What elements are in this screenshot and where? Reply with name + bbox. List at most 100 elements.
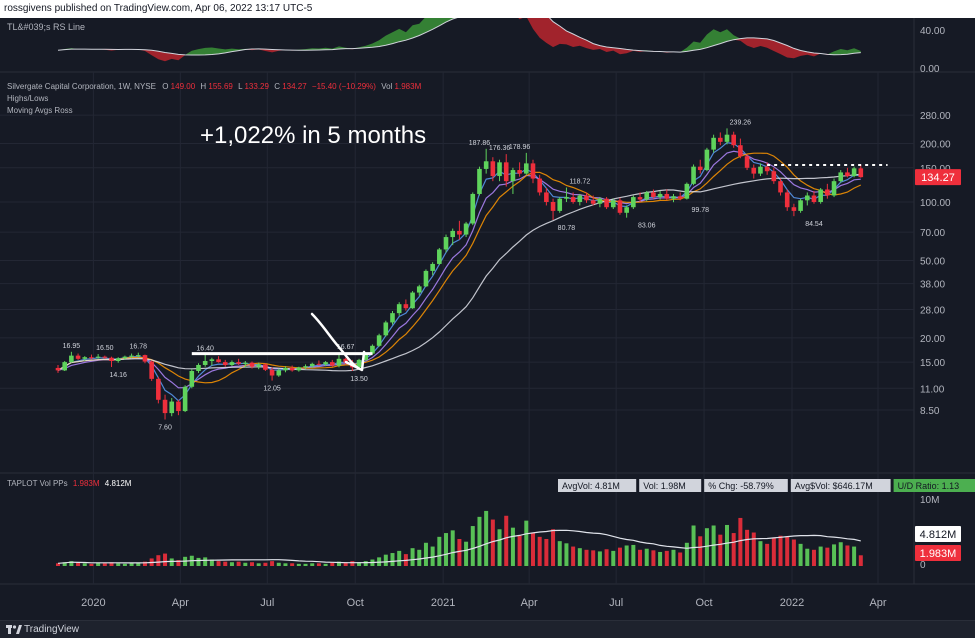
candle-body	[236, 362, 241, 364]
arrow-head	[344, 350, 366, 372]
indicator-moving-avgs[interactable]: Moving Avgs Ross	[7, 106, 73, 115]
time-axis-tick: Jul	[260, 597, 274, 609]
volume-bar	[691, 525, 696, 566]
candle-body	[329, 362, 335, 366]
candle-body	[202, 360, 208, 365]
volume-bar	[591, 550, 596, 566]
candle	[744, 154, 750, 171]
candle-body	[651, 192, 656, 198]
candle	[396, 302, 402, 316]
pivot-label: 176.36	[489, 145, 511, 152]
volume-bar	[785, 536, 790, 566]
candle	[430, 262, 435, 276]
volume-bar	[617, 547, 622, 566]
volume-bar	[624, 545, 629, 566]
open-value: 149.00	[171, 82, 196, 91]
candle	[791, 203, 797, 217]
volume-bar	[156, 555, 161, 566]
pivot-label: 80.78	[558, 225, 576, 232]
price-axis[interactable]: 280.00200.00150.00100.0070.0050.0038.002…	[920, 111, 951, 417]
time-axis-tick: Oct	[347, 597, 364, 609]
candle	[838, 170, 844, 183]
stat-box	[704, 479, 788, 492]
candle	[216, 356, 221, 363]
volume-bar	[343, 562, 348, 566]
price-axis-tick: 38.00	[920, 280, 945, 291]
volume-bar	[510, 527, 515, 566]
volume-bar	[798, 543, 803, 566]
price-axis-tick: 15.00	[920, 358, 945, 369]
tradingview-logo-icon[interactable]	[6, 624, 22, 635]
volume-bar	[176, 560, 181, 566]
candle	[718, 132, 723, 146]
volume-bar	[102, 563, 107, 566]
candle	[209, 357, 215, 366]
candle-body	[497, 162, 502, 177]
candle	[751, 164, 757, 179]
candle-body	[323, 362, 328, 365]
candle-body	[845, 172, 850, 177]
candle	[229, 360, 235, 367]
candle	[156, 376, 161, 404]
volume-bars	[56, 510, 863, 566]
volume-bar	[577, 548, 582, 566]
candle-body	[798, 200, 803, 211]
tradingview-brand[interactable]: TradingView	[24, 624, 80, 635]
candle	[524, 152, 529, 175]
volume-bar	[109, 562, 114, 566]
chart-canvas[interactable]: TL&#039;s RS Line 40.00 0.00 Silvergate …	[0, 18, 975, 620]
candle-body	[684, 183, 690, 199]
volume-bar	[236, 561, 241, 566]
candle-body	[831, 181, 837, 196]
pivot-label: 13.50	[350, 376, 368, 383]
candle	[851, 166, 857, 178]
volume-bar	[745, 529, 750, 566]
candle-body	[69, 355, 74, 363]
candle	[798, 198, 803, 213]
candle-body	[677, 196, 683, 199]
candle-body	[196, 364, 201, 372]
candle-body	[283, 367, 288, 371]
candle	[858, 164, 864, 178]
volume-bar	[256, 563, 261, 566]
candle-body	[570, 197, 576, 202]
candle	[577, 193, 583, 206]
candle	[831, 178, 837, 198]
candle-body	[711, 137, 716, 150]
candle-body	[657, 193, 663, 198]
time-axis[interactable]: 2020 Apr Jul Oct 2021 Apr Jul Oct 2022 Apr	[81, 597, 887, 609]
indicator-highs-lows[interactable]: Highs/Lows	[7, 94, 48, 103]
volume-bar	[129, 563, 134, 566]
stat-box	[790, 479, 891, 492]
volume-bar	[698, 536, 703, 566]
volume-bar	[223, 561, 228, 566]
candle	[316, 360, 322, 366]
candle-body	[95, 356, 101, 358]
stat-text: U/D Ratio: 1.13	[898, 481, 960, 491]
candle-body	[263, 364, 268, 370]
time-axis-tick: Apr	[869, 597, 886, 609]
volume-bar	[116, 563, 121, 566]
candle-body	[697, 166, 703, 171]
volume-bar	[497, 529, 502, 566]
candle-body	[804, 195, 810, 201]
candle	[55, 364, 61, 373]
candle	[142, 354, 148, 364]
pivot-label: 16.40	[196, 346, 214, 353]
candle	[263, 363, 268, 372]
candle-body	[537, 178, 542, 193]
candle-body	[296, 367, 302, 371]
arrow-shaft	[310, 312, 360, 370]
price-axis-tick: 28.00	[920, 305, 945, 316]
volume-bar	[303, 563, 308, 566]
candle-body	[229, 362, 235, 365]
candle-body	[517, 170, 522, 174]
price-pane: Silvergate Capital Corporation, 1W, NYSE…	[7, 82, 961, 432]
candle	[818, 188, 823, 204]
candle	[651, 189, 656, 199]
candle-body	[396, 304, 402, 314]
volume-bar	[638, 549, 643, 566]
volume-bar	[664, 550, 669, 566]
volume-bar	[832, 544, 837, 566]
candle	[222, 359, 228, 367]
